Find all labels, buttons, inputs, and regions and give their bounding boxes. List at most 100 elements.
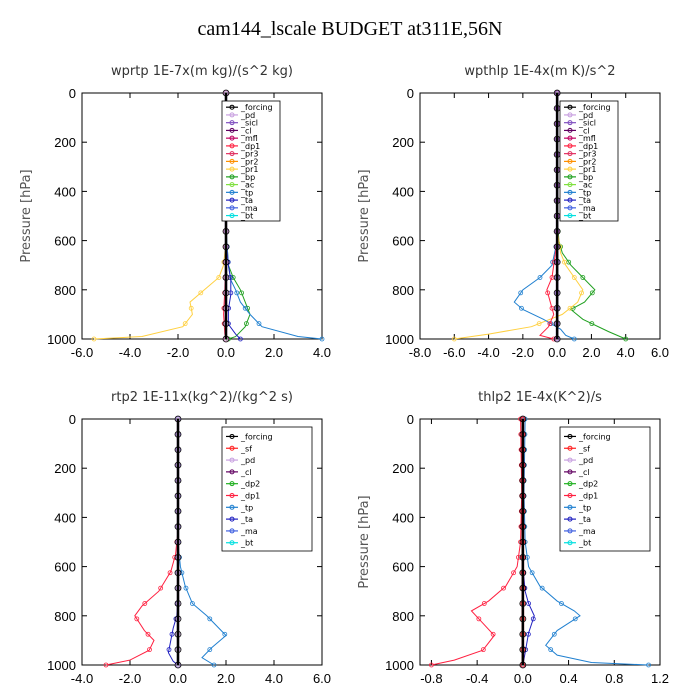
legend-marker <box>567 213 573 219</box>
legend-label: _dp1 <box>578 491 598 500</box>
data-point <box>579 290 584 296</box>
data-point <box>188 305 194 311</box>
legend-marker <box>229 433 235 439</box>
data-point <box>530 616 536 622</box>
data-point <box>519 661 527 669</box>
legend-label: _ma <box>578 204 596 213</box>
legend-label: _pr2 <box>240 157 258 166</box>
data-point <box>553 89 561 97</box>
legend-marker <box>567 174 573 180</box>
y-tick-label: 800 <box>54 283 76 298</box>
data-point <box>198 290 204 296</box>
data-point <box>571 336 577 342</box>
legend-label: _pr2 <box>578 157 596 166</box>
legend-marker <box>567 528 573 534</box>
data-point <box>239 290 245 296</box>
data-point <box>103 662 109 668</box>
y-tick-label: 1000 <box>385 332 414 347</box>
y-tick-label: 800 <box>392 283 414 298</box>
data-point <box>519 305 524 311</box>
series-line <box>431 418 523 666</box>
legend-marker <box>229 143 235 149</box>
legend-marker <box>567 457 573 463</box>
legend-box <box>221 426 313 552</box>
data-point <box>174 492 182 500</box>
data-point <box>519 538 527 546</box>
data-point <box>222 243 230 251</box>
y-tick-label: 0 <box>69 86 76 101</box>
data-point <box>174 615 182 623</box>
legend-label: _tp <box>578 188 591 197</box>
data-point <box>526 601 531 606</box>
x-tick-label: 4.0 <box>265 671 283 686</box>
legend-marker <box>229 205 235 211</box>
data-point <box>172 554 178 560</box>
legend-marker <box>567 143 573 149</box>
data-point <box>548 647 554 653</box>
data-point <box>539 585 545 591</box>
legend-label: _forcing <box>240 432 273 441</box>
data-point <box>319 336 325 342</box>
data-point <box>207 616 213 622</box>
legend-label: _dp2 <box>578 480 598 489</box>
data-point <box>174 661 182 669</box>
data-point <box>553 320 561 328</box>
legend-label: _ta <box>240 196 253 205</box>
y-tick-label: 0 <box>407 412 414 427</box>
data-point <box>537 275 543 280</box>
y-tick-label: 1000 <box>47 658 76 673</box>
legend-label: _pr1 <box>578 165 596 174</box>
data-point <box>222 320 230 328</box>
legend-marker <box>229 213 235 219</box>
legend-label: _pd <box>240 111 255 120</box>
data-point <box>147 647 152 653</box>
legend-marker <box>229 516 235 522</box>
legend-marker <box>567 481 573 487</box>
data-point <box>646 662 651 668</box>
data-point <box>553 243 561 251</box>
x-tick-label: 1.2 <box>651 671 669 686</box>
legend-label: _tp <box>578 503 591 512</box>
legend-label: _tp <box>240 503 253 512</box>
data-point <box>174 630 182 638</box>
legend-marker <box>229 540 235 546</box>
series-line <box>105 419 179 666</box>
legend-marker <box>567 158 573 164</box>
data-point <box>553 258 561 266</box>
data-point <box>529 570 535 576</box>
legend-label: _sf <box>240 444 252 453</box>
legend-label: _pd <box>240 456 255 465</box>
legend-marker <box>567 492 573 498</box>
data-point <box>451 336 457 342</box>
data-point <box>174 600 182 607</box>
y-tick-label: 600 <box>54 234 76 249</box>
data-point <box>222 304 230 312</box>
chart-panel-4: thlp2 1E-4x(K^2)/s Pressure [hPa] -0.8 -0.4… <box>357 390 669 686</box>
legend-label: _tp <box>240 188 253 197</box>
data-point <box>234 290 240 296</box>
data-point <box>525 631 531 637</box>
chart-panel-1: wprtp 1E-7x(m kg)/(s^2 kg) Pressure [hPa]… <box>19 64 331 360</box>
data-point <box>519 630 527 638</box>
x-tick-label: -8.0 <box>409 345 431 360</box>
x-tick-label: 0.0 <box>169 671 187 686</box>
legend-marker <box>567 516 573 522</box>
data-point <box>519 553 527 561</box>
x-tick-label: -4.0 <box>477 345 499 360</box>
data-point <box>519 492 527 500</box>
x-tick-label: -2.0 <box>512 345 534 360</box>
legend-label: _ac <box>578 181 592 190</box>
x-tick-label: 4.0 <box>617 345 635 360</box>
y-tick-label: 200 <box>54 461 76 476</box>
data-point <box>490 631 496 637</box>
y-tick-label: 0 <box>407 86 414 101</box>
legend-label: _bt <box>578 212 591 221</box>
panel-title: thlp2 1E-4x(K^2)/s <box>478 390 602 405</box>
legend-label: _sf <box>578 444 590 453</box>
panel-title: rtp2 1E-11x(kg^2)/(kg^2 s) <box>111 390 293 405</box>
legend-label: _ma <box>578 527 596 536</box>
legend-marker <box>229 120 235 126</box>
plot-frame <box>419 92 661 340</box>
legend-label: _ta <box>240 515 253 524</box>
